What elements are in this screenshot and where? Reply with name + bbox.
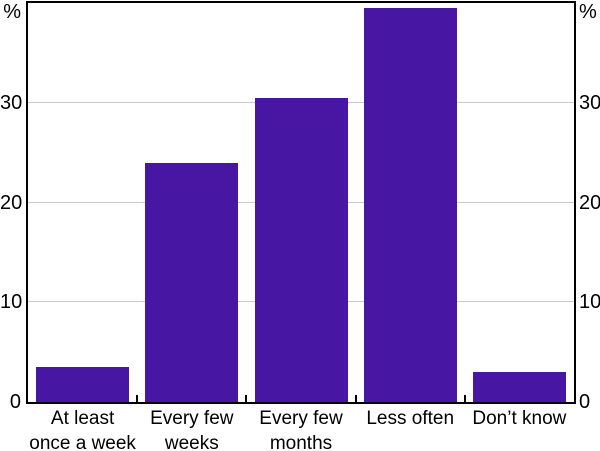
y-tick-label-right-10: 10	[579, 291, 600, 314]
y-tick-label-left-30: 30	[0, 91, 23, 114]
bar-3	[254, 97, 348, 402]
y-tick-label-right-0: 0	[579, 391, 591, 413]
x-axis-tick	[245, 395, 248, 402]
category-label-3: Every few months	[259, 408, 343, 451]
bar-5	[472, 372, 566, 402]
y-tick-label-left-10: 10	[0, 291, 23, 314]
x-axis-tick	[136, 395, 139, 402]
bar-2	[145, 162, 239, 402]
bar-4	[363, 8, 457, 402]
y-axis-unit-left: %	[3, 1, 21, 23]
category-label-5: Don’t know	[472, 408, 567, 429]
category-label-1: At least once a week	[29, 408, 136, 451]
x-axis-tick	[463, 395, 466, 402]
plot-area	[26, 1, 576, 404]
category-label-2: Every few weeks	[150, 408, 234, 451]
y-tick-label-right-20: 20	[579, 191, 600, 214]
y-tick-label-right-30: 30	[579, 91, 600, 114]
x-axis-tick	[354, 395, 357, 402]
y-tick-label-left-0: 0	[9, 391, 21, 413]
y-tick-label-left-20: 20	[0, 191, 23, 214]
bar-1	[36, 367, 130, 402]
y-axis-unit-right: %	[579, 1, 597, 23]
category-label-4: Less often	[366, 408, 455, 429]
